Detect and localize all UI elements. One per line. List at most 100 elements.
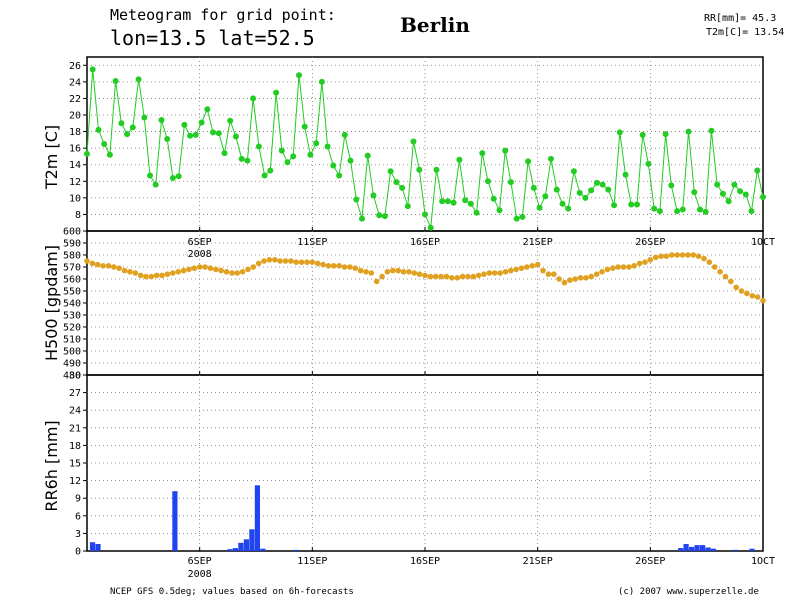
t2m-point: [124, 131, 131, 138]
h500-point: [164, 271, 171, 278]
h500-point: [282, 258, 289, 264]
h500-point: [491, 270, 498, 276]
t2m-ytick-label: 24: [69, 77, 81, 88]
t2m-point: [674, 208, 681, 215]
h500-point: [588, 273, 595, 280]
t2m-ytick-label: 14: [69, 160, 81, 171]
title-line-2: lon=13.5 lat=52.5: [110, 26, 315, 50]
t2m-point: [404, 203, 411, 210]
rr6h-ytick-label: 27: [69, 388, 81, 399]
h500-point: [400, 269, 407, 275]
h500-point: [213, 266, 219, 273]
t2m-point: [570, 168, 577, 175]
rr6h-bar: [254, 485, 260, 551]
t2m-point: [112, 78, 119, 84]
t2m-point: [341, 131, 348, 138]
t2m-point: [456, 156, 463, 163]
t2m-point: [708, 127, 715, 134]
t2m-point: [513, 215, 520, 222]
t2m-point: [760, 194, 766, 200]
t2m-point: [702, 208, 709, 215]
t2m-point: [370, 192, 377, 199]
t2m-point: [719, 190, 726, 197]
t2m-point: [95, 126, 102, 133]
t2m-point: [347, 157, 354, 164]
t2m-point: [639, 131, 646, 138]
h500-ytick-label: 500: [63, 347, 81, 358]
h500-point: [669, 252, 675, 258]
h500-point: [314, 260, 321, 267]
rr6h-bar: [238, 542, 244, 551]
rr6h-bar: [249, 529, 255, 551]
h500-point: [298, 259, 305, 266]
t2m-point: [324, 143, 331, 150]
h500-ytick-label: 590: [63, 239, 81, 250]
h500-ytick-label: 540: [63, 299, 81, 310]
rr6h-ytick-label: 21: [69, 423, 81, 434]
h500-point: [100, 263, 106, 269]
t2m-point: [519, 213, 526, 220]
h500-point: [545, 271, 552, 278]
h500-point: [390, 267, 396, 274]
t2m-point: [393, 179, 400, 186]
h500-point: [105, 263, 112, 269]
t2m-ytick-label: 8: [75, 210, 81, 221]
h500-point: [760, 297, 766, 304]
h500-point: [647, 257, 654, 263]
h500-point: [529, 263, 536, 269]
footer-source: NCEP GFS 0.5deg; values based on 6h-fore…: [110, 587, 354, 597]
h500-xtick-label: 21SEP: [523, 237, 553, 248]
rr6h-ytick-label: 6: [75, 511, 81, 522]
t2m-point: [444, 198, 451, 205]
title-line-1: Meteogram for grid point:: [110, 6, 336, 24]
h500-point: [143, 273, 149, 280]
t2m-point: [685, 128, 692, 135]
h500-point: [658, 253, 664, 259]
h500-point: [583, 275, 589, 281]
t2m-point: [490, 195, 497, 202]
t2m-point: [364, 152, 371, 159]
h500-point: [202, 264, 208, 270]
h500-point: [94, 261, 101, 268]
t2m-point: [485, 178, 491, 185]
h500-point: [416, 271, 423, 278]
h500-point: [674, 252, 680, 258]
t2m-point: [410, 138, 417, 145]
rr6h-bar: [700, 545, 706, 551]
t2m-point: [353, 196, 360, 203]
h500-point: [642, 259, 648, 266]
h500-ytick-label: 490: [63, 359, 81, 370]
t2m-point: [588, 187, 595, 194]
t2m-ytick-label: 12: [69, 177, 81, 188]
h500-point: [459, 273, 466, 280]
t2m-point: [645, 160, 652, 167]
h500-point: [170, 270, 176, 276]
rr6h-bar: [260, 548, 266, 551]
h500-point: [363, 269, 369, 275]
h500-ytick-label: 580: [63, 251, 81, 262]
t2m-point: [416, 166, 423, 173]
h500-point: [470, 273, 477, 280]
h500-point: [175, 269, 181, 275]
t2m-point: [232, 133, 239, 140]
t2m-point: [553, 186, 560, 193]
rr6h-bar: [89, 542, 96, 551]
t2m-point: [152, 181, 159, 188]
t2m-point: [599, 181, 606, 188]
h500-point: [508, 267, 514, 274]
t2m-point: [530, 184, 537, 191]
h500-point: [116, 265, 122, 272]
t2m-ytick-label: 10: [69, 193, 81, 204]
t2m-point: [307, 151, 314, 158]
h500-point: [465, 273, 471, 280]
h500-point: [277, 258, 283, 264]
h500-xtick-label: 26SEP: [635, 237, 665, 248]
t2m-point: [387, 168, 394, 175]
t2m-point: [668, 182, 675, 189]
h500-point: [711, 264, 718, 270]
t2m-point: [582, 194, 589, 201]
h500-point: [127, 269, 133, 275]
t2m-point: [215, 130, 222, 137]
h500-point: [325, 263, 332, 269]
h500-point: [288, 258, 294, 264]
